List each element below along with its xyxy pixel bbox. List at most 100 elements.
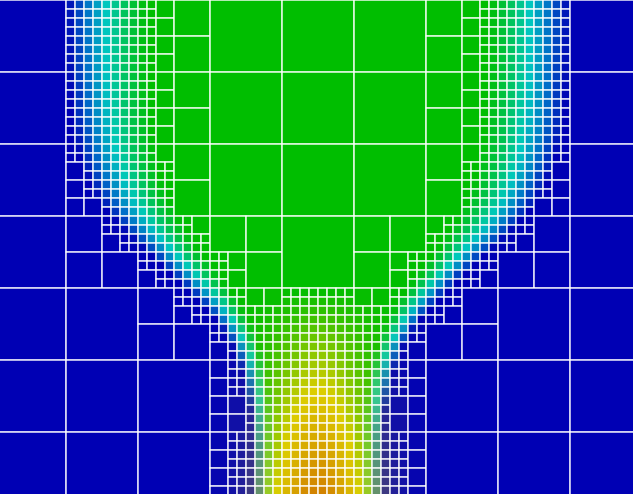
mesh-cell [137,134,148,145]
mesh-cell [560,0,571,10]
mesh-cell [389,287,400,298]
mesh-cell [101,80,112,91]
mesh-cell [497,233,508,244]
mesh-cell [155,125,175,145]
mesh-cell [380,458,391,469]
mesh-cell [92,152,103,163]
mesh-cell [362,467,373,478]
mesh-cell [515,206,526,217]
mesh-cell [83,134,94,145]
mesh-cell [389,251,409,271]
mesh-cell [101,215,112,226]
mesh-cell [497,125,508,136]
mesh-cell [164,251,175,262]
mesh-cell [308,476,319,487]
mesh-cell [416,287,427,298]
mesh-cell [533,53,544,64]
mesh-cell [551,161,571,181]
mesh-cell [236,368,247,379]
mesh-cell [281,323,292,334]
mesh-cell [542,44,553,55]
mesh-cell [317,413,328,424]
mesh-cell [506,224,517,235]
mesh-cell [110,17,121,28]
mesh-cell [173,305,193,325]
mesh-cell [65,152,76,163]
mesh-cell [326,305,337,316]
mesh-cell [515,17,526,28]
mesh-cell [443,224,454,235]
mesh-cell [560,134,571,145]
mesh-cell [308,368,319,379]
mesh-cell [290,422,301,433]
mesh-cell [182,296,193,307]
mesh-cell [65,98,76,109]
mesh-cell [218,305,229,316]
mesh-cell [425,323,463,361]
mesh-cell [353,476,364,487]
mesh-cell [398,476,409,487]
mesh-cell [281,359,292,370]
mesh-cell [92,0,103,10]
mesh-cell [398,440,409,451]
mesh-cell [155,224,166,235]
mesh-cell [137,152,148,163]
mesh-cell [389,395,409,415]
mesh-cell [488,26,499,37]
mesh-cell [290,287,301,298]
mesh-cell [506,116,517,127]
mesh-cell [407,251,418,262]
mesh-cell [533,0,544,10]
mesh-cell [200,314,211,325]
mesh-cell [497,287,571,361]
mesh-cell [92,188,103,199]
mesh-cell [317,323,328,334]
mesh-cell [371,404,382,415]
mesh-cell [74,143,85,154]
mesh-cell [488,71,499,82]
mesh-cell [101,107,112,118]
mesh-cell [407,323,418,334]
mesh-cell [542,89,553,100]
mesh-cell [551,35,562,46]
mesh-cell [524,17,535,28]
mesh-cell [335,458,346,469]
mesh-cell [74,71,85,82]
mesh-cell [245,359,256,370]
mesh-cell [542,152,553,163]
mesh-cell [137,80,148,91]
mesh-cell [389,341,400,352]
mesh-cell [281,458,292,469]
mesh-cell [308,314,319,325]
mesh-cell [488,242,499,253]
mesh-cell [434,242,445,253]
mesh-cell [182,224,193,235]
mesh-cell [236,485,247,494]
mesh-cell [299,413,310,424]
mesh-cell [101,143,112,154]
mesh-cell [164,197,175,208]
mesh-cell [497,152,508,163]
mesh-cell [479,206,490,217]
mesh-cell [479,89,490,100]
mesh-cell [479,260,490,271]
mesh-cell [299,476,310,487]
mesh-cell [515,134,526,145]
mesh-cell [380,386,391,397]
mesh-cell [119,215,130,226]
mesh-cell [488,179,499,190]
mesh-cell [164,242,175,253]
mesh-cell [173,323,211,361]
mesh-cell [326,431,337,442]
mesh-cell [146,242,157,253]
mesh-cell [245,458,256,469]
mesh-cell [317,449,328,460]
mesh-cell [182,242,193,253]
mesh-cell [308,485,319,494]
mesh-cell [119,89,130,100]
mesh-cell [74,17,85,28]
mesh-cell [461,323,499,361]
mesh-cell [524,80,535,91]
mesh-cell [173,143,211,181]
mesh-cell [461,251,472,262]
